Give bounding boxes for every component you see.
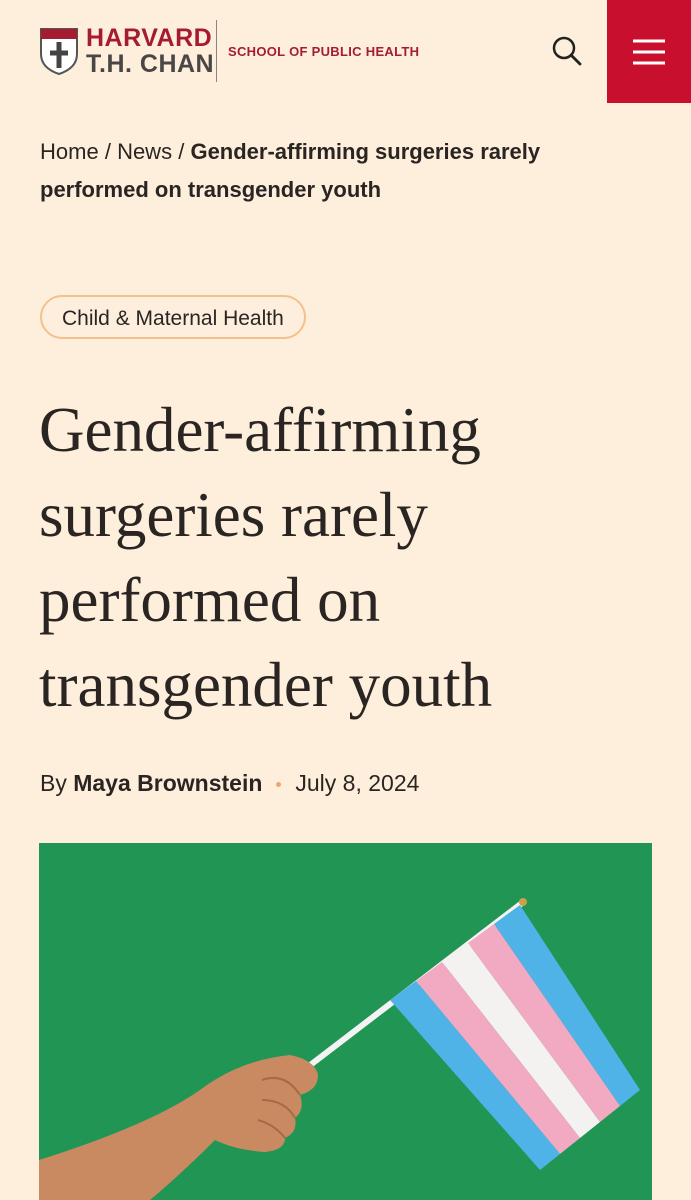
- separator-dot: [276, 782, 282, 788]
- byline-prefix: By: [40, 770, 67, 796]
- search-button[interactable]: [550, 34, 584, 68]
- byline: By Maya Brownstein July 8, 2024: [40, 768, 419, 798]
- date: July 8, 2024: [295, 770, 420, 796]
- divider: [216, 20, 217, 82]
- logo-shield[interactable]: [40, 28, 80, 76]
- breadcrumb-link[interactable]: News: [117, 139, 173, 164]
- article-image: [39, 843, 652, 1200]
- breadcrumb-separator: /: [104, 139, 111, 164]
- article-title: Gender-affirming surgeries rarely perfor…: [39, 395, 493, 720]
- logo-text[interactable]: HARVARD: [86, 24, 213, 52]
- author[interactable]: Maya Brownstein: [73, 770, 263, 796]
- topic-tag[interactable]: Child & Maternal Health: [40, 295, 306, 339]
- menu-button[interactable]: [607, 0, 691, 103]
- menu-icon: [633, 39, 665, 65]
- logo-text[interactable]: T.H. CHAN: [86, 50, 215, 78]
- breadcrumb-separator: /: [178, 139, 185, 164]
- school-name[interactable]: SCHOOL OF PUBLIC HEALTH: [228, 44, 420, 59]
- breadcrumb-link[interactable]: Home: [40, 139, 99, 164]
- breadcrumb: Home / News / Gender-affirming surgeries…: [40, 133, 600, 209]
- breadcrumb-current: Gender-affirming surgeries rarely perfor…: [40, 139, 541, 202]
